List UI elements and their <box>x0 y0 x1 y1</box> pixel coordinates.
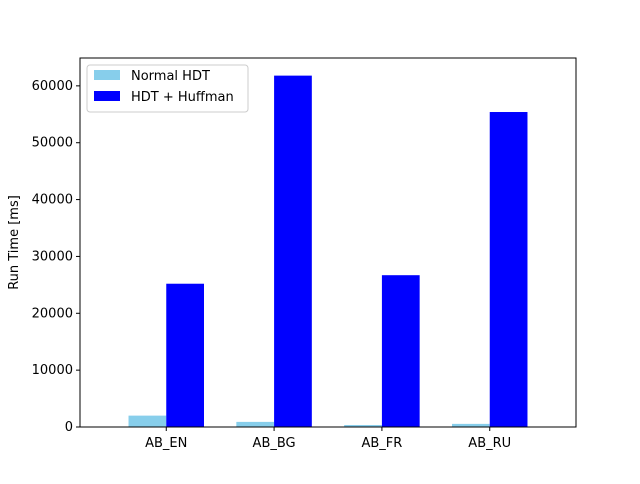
bar-hdt-huffman-ab_fr <box>381 275 420 427</box>
legend: Normal HDT HDT + Huffman <box>86 64 249 113</box>
axes-layer: 0 10000 20000 30000 40000 50000 60000 AB_EN AB_B… <box>7 57 577 451</box>
y-tick-label: 30000 <box>32 249 73 264</box>
bar-hdt-huffman-ab_ru <box>489 112 528 428</box>
bar-normal-hdt-ab_bg <box>236 421 275 427</box>
y-tick-label: 20000 <box>32 306 73 321</box>
x-tick-label: AB_BG <box>253 436 296 451</box>
y-tick-label: 50000 <box>32 136 73 151</box>
y-tick-label: 0 <box>65 420 73 435</box>
legend-swatch-normal-hdt <box>94 70 120 80</box>
bar-normal-hdt-ab_en <box>128 415 167 427</box>
bar-hdt-huffman-ab_bg <box>274 75 312 427</box>
legend-swatch-hdt-huffman <box>94 91 120 101</box>
bar-normal-hdt-ab_ru <box>452 423 490 427</box>
y-tick-label: 40000 <box>32 193 73 208</box>
x-tick-label: AB_RU <box>468 436 511 451</box>
bars-layer <box>128 75 528 428</box>
y-tick-label: 60000 <box>32 79 73 94</box>
bar-normal-hdt-ab_fr <box>344 425 382 427</box>
legend-label-normal-hdt: Normal HDT <box>131 69 210 84</box>
legend-label-hdt-huffman: HDT + Huffman <box>131 90 234 105</box>
legend-box <box>86 64 249 113</box>
x-tick-label: AB_FR <box>361 436 402 451</box>
bar-hdt-huffman-ab_en <box>166 283 204 427</box>
y-tick-label: 10000 <box>32 363 73 378</box>
x-tick-label: AB_EN <box>145 436 187 451</box>
plot-frame <box>79 57 577 428</box>
y-axis-label: Run Time [ms] <box>7 195 22 290</box>
